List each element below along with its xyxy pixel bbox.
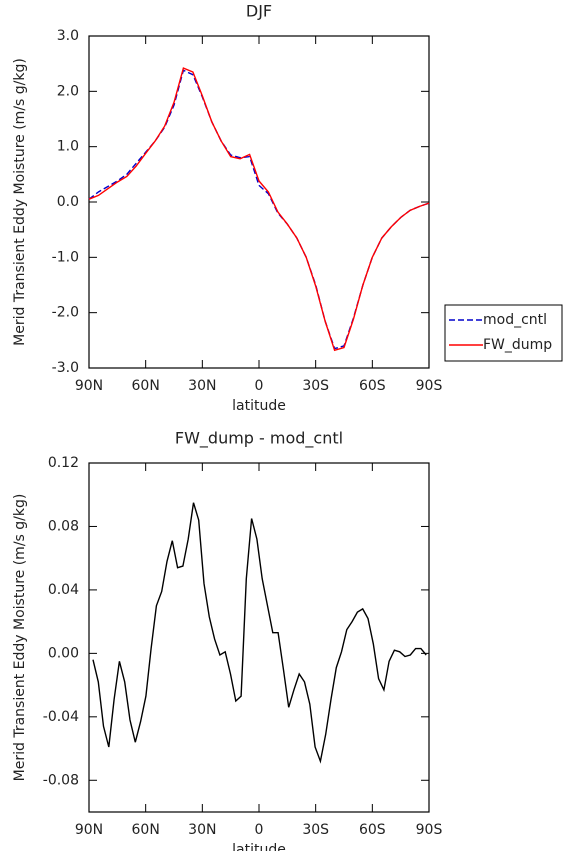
x-tick-label: 90S: [416, 822, 443, 838]
y-tick-label: 0.12: [48, 455, 79, 471]
x-tick-label: 60N: [132, 822, 160, 838]
plot-frame: [88, 35, 430, 369]
series-line: [88, 69, 430, 350]
series-line: [88, 67, 430, 352]
x-tick-label: 0: [255, 822, 264, 838]
legend-label: FW_dump: [483, 337, 552, 353]
x-tick-label: 60S: [359, 822, 386, 838]
x-tick-label: 0: [255, 378, 264, 394]
legend-label: mod_cntl: [483, 312, 547, 328]
x-tick-label: 90N: [75, 378, 103, 394]
y-tick-label: -2.0: [52, 305, 79, 321]
x-tick-label: 60S: [359, 378, 386, 394]
y-tick-label: 1.0: [57, 139, 79, 155]
y-tick-label: 3.0: [57, 28, 79, 44]
x-tick-label: 90N: [75, 822, 103, 838]
x-axis-label: latitude: [232, 398, 286, 414]
x-axis-label: latitude: [232, 842, 286, 851]
y-tick-label: 2.0: [57, 83, 79, 99]
x-tick-label: 30N: [188, 378, 216, 394]
x-tick-label: 90S: [416, 378, 443, 394]
y-tick-label: 0.04: [48, 582, 79, 598]
y-tick-label: -0.08: [43, 772, 79, 788]
y-axis-label: Merid Transient Eddy Moisture (m/s g/kg): [12, 58, 28, 346]
legend-box: [444, 304, 563, 362]
y-tick-label: -0.04: [43, 709, 79, 725]
y-axis-label: Merid Transient Eddy Moisture (m/s g/kg): [12, 494, 28, 782]
chart-title: DJF: [246, 2, 272, 21]
y-tick-label: -1.0: [52, 249, 79, 265]
series-line: [92, 502, 427, 764]
x-tick-label: 30N: [188, 822, 216, 838]
x-tick-label: 30S: [302, 822, 329, 838]
y-tick-label: -3.0: [52, 360, 79, 376]
y-tick-label: 0.08: [48, 518, 79, 534]
x-tick-label: 60N: [132, 378, 160, 394]
x-tick-label: 30S: [302, 378, 329, 394]
y-tick-label: 0.0: [57, 194, 79, 210]
plot-frame: [88, 462, 430, 813]
chart-title: FW_dump - mod_cntl: [175, 429, 343, 449]
y-tick-label: 0.00: [48, 645, 79, 661]
